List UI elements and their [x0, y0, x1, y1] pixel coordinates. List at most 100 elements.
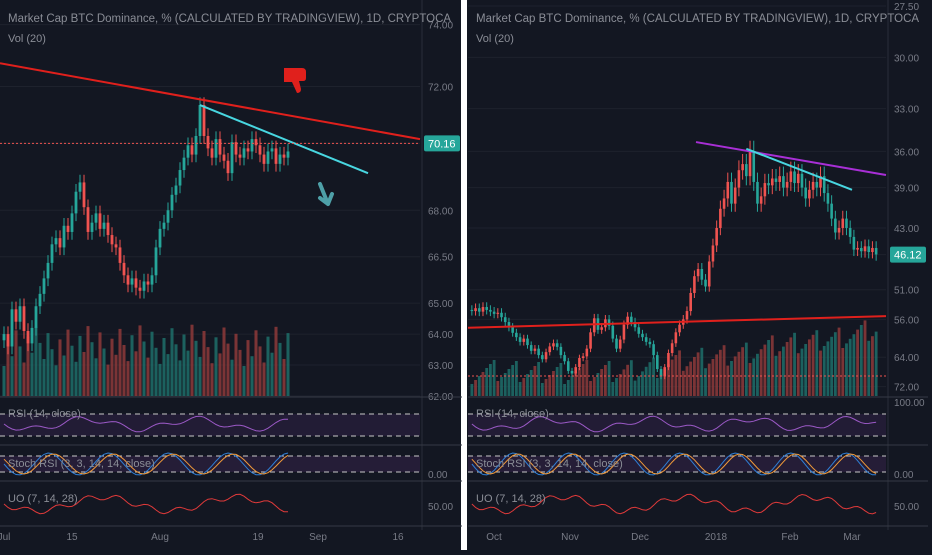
- panel-right-candle-body: [529, 345, 533, 351]
- panel-right-candle-body: [615, 338, 618, 349]
- panel-right-volume-bar: [689, 361, 693, 396]
- panel-right-uo-tick-label: 50.00: [894, 502, 919, 513]
- panel-left-volume-bar: [130, 335, 134, 396]
- panel-left-candle-body: [210, 148, 214, 158]
- panel-left-volume-bar: [202, 331, 206, 396]
- panel-right-candle-body: [871, 247, 874, 253]
- panel-left-volume-bar: [194, 340, 198, 396]
- panel-left-volume-bar: [270, 352, 274, 396]
- panel-left-candle-body: [2, 334, 6, 341]
- panel-right-stoch-d-line: [471, 453, 877, 475]
- panel-left-volume-bar: [158, 363, 162, 396]
- panel-right-stoch-label: Stoch RSI (3, 3, 14, 14, close): [476, 458, 623, 470]
- panel-right-volume-bar: [856, 329, 860, 396]
- panel-right-candle-body: [711, 245, 715, 262]
- panel-right-candle-body: [648, 341, 652, 345]
- panel-right-candle-body: [826, 193, 830, 204]
- panel-right-volume-bar: [811, 334, 815, 396]
- panel-right-candle-body: [541, 355, 544, 360]
- panel-left-volume-bar: [150, 331, 154, 396]
- panel-left-volume-bar: [246, 340, 250, 396]
- panel-right-volume-bar: [852, 334, 856, 396]
- panel-right-candle-body: [526, 338, 529, 346]
- panel-right-volume-bar: [730, 361, 733, 396]
- panel-left-volume-bar: [106, 364, 110, 396]
- panel-left-volume-bar: [34, 326, 38, 396]
- panel-right-candle-body: [715, 227, 718, 246]
- panel-left-candle-body: [154, 247, 158, 276]
- panel-left-candle-body: [82, 182, 86, 208]
- panel-right-candle-body: [815, 181, 819, 188]
- panel-left-candle-body: [218, 139, 222, 155]
- panel-right-time-tick-label: Dec: [631, 532, 649, 543]
- panel-left-candle-body: [122, 262, 126, 276]
- panel-left-candle-body: [66, 225, 70, 232]
- panel-right-volume-bar: [496, 381, 500, 396]
- panel-right-candle-body: [860, 247, 863, 252]
- panel-left-candle-body: [118, 247, 122, 263]
- panel-right-candle-body: [785, 181, 789, 188]
- panel-left-volume-bar: [78, 335, 82, 396]
- panel-left-candle-body: [146, 281, 150, 285]
- panel-left-trendline-red: [0, 62, 421, 141]
- panel-right-volume-bar: [574, 372, 578, 396]
- panel-right-volume-bar: [637, 376, 641, 396]
- panel-right-volume-bar: [589, 381, 592, 396]
- panel-left-uo-label: UO (7, 14, 28): [8, 493, 78, 505]
- panel-right-candle-body: [492, 311, 496, 314]
- panel-left-stoch-d-line: [3, 453, 289, 475]
- panel-right-candle-body: [696, 268, 700, 277]
- panel-right-rsi-line: [471, 415, 877, 433]
- panel-left-price-tick-label: 63.00: [428, 361, 453, 372]
- panel-left-candle-body: [242, 148, 246, 158]
- panel-right-volume-bar: [759, 349, 763, 396]
- panel-left-rsi-line: [3, 415, 288, 433]
- panel-left-volume-bar: [22, 362, 26, 396]
- panel-right-volume-bar: [833, 332, 837, 396]
- panel-right-volume-bar: [778, 351, 782, 396]
- down-arrow-icon: [318, 182, 334, 206]
- panel-left-volume-bar: [262, 362, 266, 396]
- panel-left-candle-body: [190, 145, 194, 155]
- panel-right-candle-body: [778, 176, 782, 182]
- panel-right-volume-bar: [566, 380, 570, 396]
- panel-right-volume-bar: [685, 366, 689, 396]
- panel-right-candle-body: [796, 173, 800, 184]
- panel-right-candle-body: [808, 189, 811, 199]
- panel-divider: [461, 0, 467, 550]
- panel-right-volume-bar: [648, 362, 652, 396]
- panel-right-volume-bar: [481, 372, 485, 396]
- panel-left-candle-body: [54, 238, 58, 245]
- panel-right-candle-body: [848, 227, 852, 237]
- panel-right-time-tick-label: Nov: [561, 532, 579, 543]
- panel-right-candle-body: [763, 183, 767, 197]
- panel-right-volume-bar: [678, 350, 681, 396]
- panel-right-candle-body: [559, 346, 563, 356]
- panel-left-uo-line: [3, 493, 288, 515]
- panel-left-volume-bar: [242, 366, 246, 396]
- panel-right-volume-bar: [804, 344, 808, 396]
- panel-right-volume-bar: [633, 380, 637, 396]
- panel-left-volume-bar: [286, 333, 290, 396]
- panel-left-volume-bar: [74, 361, 78, 396]
- panel-right-candle-body: [663, 367, 667, 377]
- panel-right-candle-body: [641, 333, 644, 338]
- panel-right-volume-bar: [533, 366, 537, 396]
- panel-right-volume-bar: [696, 352, 700, 396]
- panel-left-volume-bar: [38, 342, 42, 396]
- panel-left-candle-body: [158, 228, 162, 248]
- panel-left-time-tick-label: Sep: [309, 532, 327, 543]
- panel-right-volume-bar: [618, 374, 622, 396]
- panel-right-price-tick-label: 39.00: [894, 184, 919, 195]
- panel-right-volume-bar: [518, 382, 522, 396]
- panel-right-price-tick-label: 72.00: [894, 383, 919, 394]
- panel-left-price-tick-label: 64.00: [428, 330, 453, 341]
- panel-right-volume-bar: [529, 370, 533, 396]
- panel-left-candle-body: [6, 334, 10, 347]
- panel-right-candle-body: [659, 369, 663, 377]
- panel-left-volume-bar: [146, 357, 150, 396]
- panel-left-candle-body: [62, 225, 66, 248]
- panel-right-volume-bar: [707, 363, 711, 396]
- panel-right-volume-bar: [826, 341, 830, 396]
- panel-right-volume-bar: [715, 354, 719, 396]
